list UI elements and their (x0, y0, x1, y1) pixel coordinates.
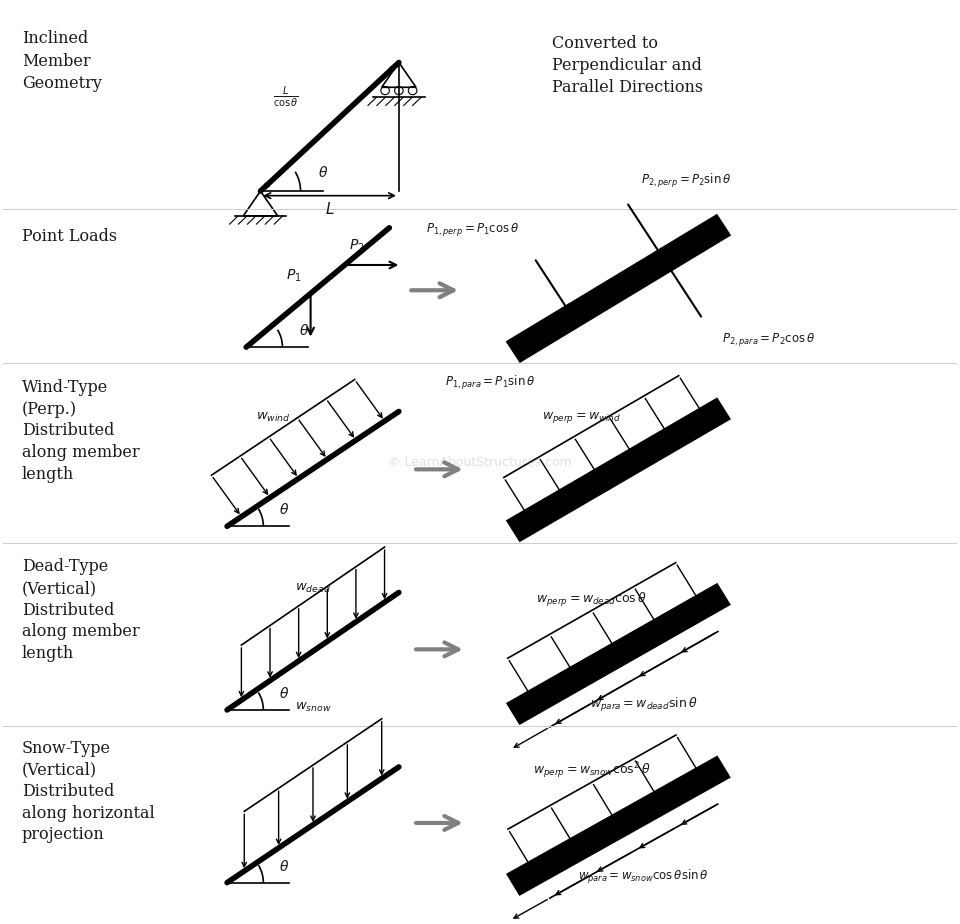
Text: Wind-Type
(Perp.)
Distributed
along member
length: Wind-Type (Perp.) Distributed along memb… (22, 380, 139, 482)
Text: $P_{2,perp}= P_2 \sin\theta$: $P_{2,perp}= P_2 \sin\theta$ (640, 172, 732, 189)
Text: $w_{perp} = w_{snow}\cos^2\theta$: $w_{perp} = w_{snow}\cos^2\theta$ (533, 760, 651, 782)
Text: $P_{2,para} = P_2 \cos\theta$: $P_{2,para} = P_2 \cos\theta$ (722, 332, 815, 348)
Text: $w_{snow}$: $w_{snow}$ (295, 700, 331, 713)
Text: θ: θ (280, 504, 289, 517)
Text: Inclined
Member
Geometry: Inclined Member Geometry (22, 30, 102, 91)
Text: $P_1$: $P_1$ (286, 268, 301, 284)
Text: Dead-Type
(Vertical)
Distributed
along member
length: Dead-Type (Vertical) Distributed along m… (22, 558, 139, 662)
Text: $w_{wind}$: $w_{wind}$ (256, 411, 291, 424)
Text: Snow-Type
(Vertical)
Distributed
along horizontal
projection: Snow-Type (Vertical) Distributed along h… (22, 740, 155, 844)
Text: $L$: $L$ (324, 201, 334, 217)
Text: θ: θ (280, 687, 289, 701)
Text: $P_{1,para} = P_1 \sin\theta$: $P_{1,para} = P_1 \sin\theta$ (444, 374, 535, 392)
Text: $w_{dead}$: $w_{dead}$ (295, 581, 331, 595)
Polygon shape (507, 398, 730, 541)
Text: $w_{para} = w_{dead}\sin\theta$: $w_{para} = w_{dead}\sin\theta$ (589, 696, 697, 713)
Polygon shape (507, 757, 730, 894)
Text: θ: θ (300, 324, 308, 338)
Text: $w_{para} = w_{snow}\cos\theta\sin\theta$: $w_{para} = w_{snow}\cos\theta\sin\theta… (578, 868, 708, 885)
Text: θ: θ (319, 166, 327, 180)
Polygon shape (507, 215, 730, 362)
Text: Point Loads: Point Loads (22, 228, 117, 245)
Text: $w_{perp} = w_{wind}$: $w_{perp} = w_{wind}$ (542, 410, 621, 425)
Text: $\frac{L}{\cos\theta}$: $\frac{L}{\cos\theta}$ (273, 85, 299, 110)
Text: $P_{1,perp} = P_1 \cos\theta$: $P_{1,perp} = P_1 \cos\theta$ (425, 221, 519, 237)
Text: $w_{perp} = w_{dead}\cos\theta$: $w_{perp} = w_{dead}\cos\theta$ (537, 591, 647, 609)
Text: θ: θ (280, 859, 289, 873)
Text: $P_2$: $P_2$ (348, 237, 365, 254)
Text: Converted to
Perpendicular and
Parallel Directions: Converted to Perpendicular and Parallel … (552, 35, 703, 96)
Polygon shape (507, 584, 730, 723)
Text: © LearnAboutStructures.com: © LearnAboutStructures.com (388, 456, 572, 468)
